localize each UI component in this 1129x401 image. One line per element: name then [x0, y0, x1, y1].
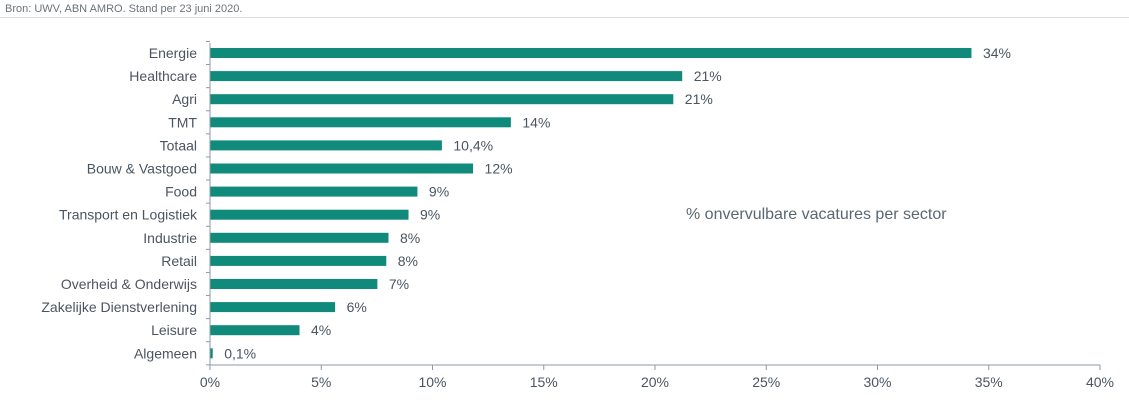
x-tick-label: 25%	[752, 374, 780, 390]
top-divider	[0, 17, 1129, 18]
category-label: Zakelijke Dienstverlening	[41, 299, 197, 315]
value-label: 21%	[685, 91, 713, 107]
x-tick-label: 10%	[418, 374, 446, 390]
axis-group: 0% 5% 10% 15% 20% 25% 30% 35% 40%	[200, 40, 1114, 390]
category-label: Industrie	[143, 230, 197, 246]
x-tick-label: 15%	[530, 374, 558, 390]
bar	[210, 302, 336, 313]
value-label: 10,4%	[453, 137, 493, 153]
bar	[210, 279, 378, 289]
category-label: Retail	[161, 253, 197, 269]
value-label: 7%	[389, 276, 409, 292]
x-tick-label: 0%	[200, 374, 220, 390]
value-label: 14%	[522, 114, 550, 130]
value-label: 21%	[694, 68, 722, 84]
category-label: Totaal	[160, 137, 197, 153]
chart-annotation: % onvervulbare vacatures per sector	[686, 206, 947, 223]
value-label: 8%	[398, 253, 418, 269]
category-label: Agri	[172, 91, 197, 107]
source-note: Bron: UWV, ABN AMRO. Stand per 23 juni 2…	[5, 3, 243, 15]
value-label: 6%	[347, 299, 367, 315]
category-label: Healthcare	[129, 68, 197, 84]
bar	[210, 48, 972, 58]
category-label: Energie	[149, 45, 197, 61]
value-label: 9%	[420, 207, 440, 223]
value-label: 34%	[983, 45, 1011, 61]
bar	[210, 209, 409, 220]
bar	[210, 255, 387, 266]
x-tick-label: 30%	[863, 374, 891, 390]
x-tick-label: 20%	[641, 374, 669, 390]
value-label: 4%	[311, 322, 331, 338]
category-label: Food	[165, 184, 197, 200]
bar	[210, 232, 389, 243]
bar	[210, 71, 683, 82]
category-label: TMT	[168, 114, 197, 130]
x-tick-label: 35%	[975, 374, 1003, 390]
value-label: 8%	[400, 230, 420, 246]
category-label: Algemeen	[134, 345, 197, 361]
bar	[210, 163, 474, 174]
value-label: 9%	[429, 184, 449, 200]
bar	[210, 94, 674, 105]
category-label: Transport en Logistiek	[59, 207, 198, 223]
bar	[210, 186, 418, 197]
x-tick-label: 5%	[311, 374, 331, 390]
category-label: Bouw & Vastgoed	[87, 161, 197, 177]
category-label: Overheid & Onderwijs	[61, 276, 197, 292]
bar	[210, 348, 213, 359]
bars-group: Energie 34% Healthcare 21% Agri 21% TMT 14% Tota…	[41, 45, 1011, 361]
value-label: 0,1%	[224, 345, 256, 361]
bar	[210, 140, 442, 151]
bar	[210, 117, 511, 128]
x-tick-label: 40%	[1086, 374, 1114, 390]
value-label: 12%	[485, 161, 513, 177]
category-label: Leisure	[151, 322, 197, 338]
bar	[210, 325, 300, 336]
